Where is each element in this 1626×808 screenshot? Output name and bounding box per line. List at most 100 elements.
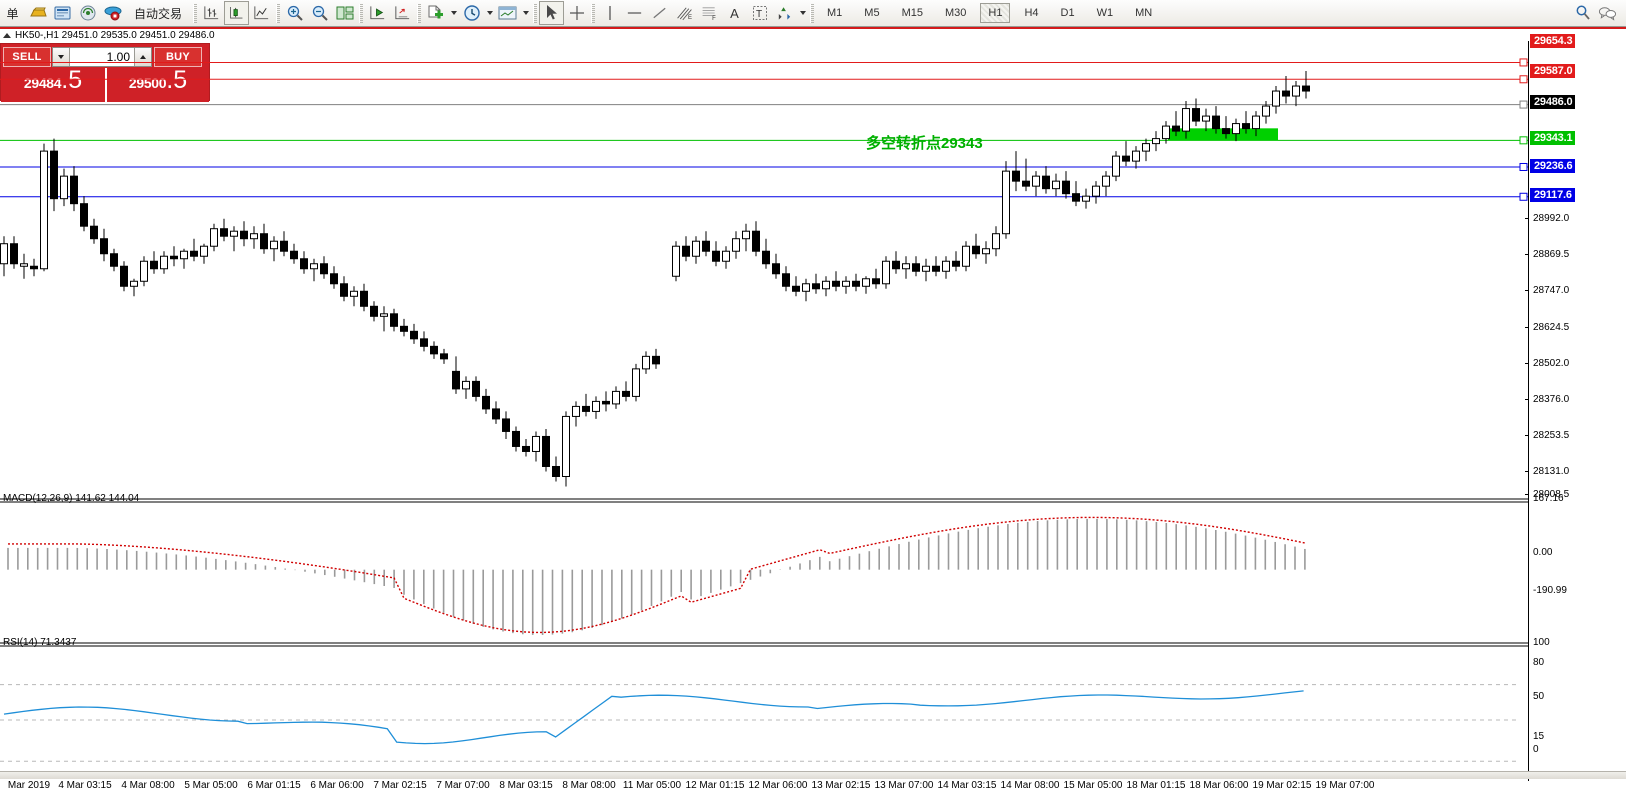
price-level-box[interactable]: 29343.1 xyxy=(1530,131,1576,145)
toolbar-separator xyxy=(415,3,423,23)
price-tick-label: 28008.5 xyxy=(1533,489,1570,500)
price-tick-label: 28376.0 xyxy=(1533,394,1570,405)
chart-plot-area[interactable]: 多空转折点29343 xyxy=(0,41,1528,781)
time-tick-label: 19 Mar 07:00 xyxy=(1315,780,1375,791)
timeframe-label: MN xyxy=(1135,7,1153,19)
time-scale[interactable]: Mar 2019 4 Mar 03:15 4 Mar 08:00 5 Mar 05:0… xyxy=(0,774,1528,808)
toolbar-separator xyxy=(357,3,365,23)
tab-w1[interactable]: W1 xyxy=(1086,1,1125,25)
timeframe-label: M15 xyxy=(901,7,923,19)
zoom-out-icon[interactable] xyxy=(307,1,332,25)
auto-scroll-icon[interactable] xyxy=(390,1,415,25)
candlestick-chart-icon[interactable] xyxy=(224,1,250,25)
indicator-scale-label: 100 xyxy=(1533,637,1550,648)
price-level-box[interactable]: 29654.3 xyxy=(1530,34,1576,48)
time-tick-label: 5 Mar 05:00 xyxy=(184,780,238,791)
template-dropdown-caret[interactable] xyxy=(520,11,531,15)
tab-d1[interactable]: D1 xyxy=(1050,1,1086,25)
price-level-box[interactable]: 29486.0 xyxy=(1530,95,1576,109)
shapes-dropdown-caret[interactable] xyxy=(797,11,808,15)
tab-m30[interactable]: M30 xyxy=(934,1,977,25)
vertical-line-icon[interactable] xyxy=(597,1,622,25)
rsi-panel-title: RSI(14) 71.3437 xyxy=(3,637,77,648)
trend-line-icon[interactable] xyxy=(647,1,672,25)
new-chart-icon[interactable] xyxy=(423,1,448,25)
time-tick-label: 13 Mar 02:15 xyxy=(811,780,871,791)
crosshair-icon[interactable] xyxy=(564,1,589,25)
zoom-in-icon[interactable] xyxy=(282,1,307,25)
chart-window[interactable]: HK50-,H1 29451.0 29535.0 29451.0 29486.0… xyxy=(0,27,1626,808)
price-level-box[interactable]: 29236.6 xyxy=(1530,159,1576,173)
price-level-box[interactable]: 29587.0 xyxy=(1530,64,1576,78)
svg-text:E: E xyxy=(688,15,692,21)
tab-mn[interactable]: MN xyxy=(1124,1,1163,25)
equidistant-channel-icon[interactable]: E xyxy=(672,1,697,25)
time-tick-label: 6 Mar 06:00 xyxy=(310,780,364,791)
market-icon[interactable] xyxy=(100,1,125,25)
horizontal-line-icon[interactable] xyxy=(622,1,647,25)
tab-h4[interactable]: H4 xyxy=(1013,1,1049,25)
autotrade-button[interactable]: 自动交易 xyxy=(125,1,191,25)
time-tick-label: 14 Mar 03:15 xyxy=(937,780,997,791)
price-tick xyxy=(1525,435,1529,436)
chart-header: HK50-,H1 29451.0 29535.0 29451.0 29486.0 xyxy=(0,29,1626,41)
timeframe-label: D1 xyxy=(1060,7,1075,19)
line-chart-icon[interactable] xyxy=(249,1,274,25)
tab-m15[interactable]: M15 xyxy=(891,1,934,25)
gold-bar-icon[interactable] xyxy=(25,1,50,25)
new-order-icon[interactable]: 单 xyxy=(6,6,19,21)
time-tick-label: 4 Mar 03:15 xyxy=(58,780,112,791)
toolbar-separator xyxy=(589,3,597,23)
text-label-tool-icon[interactable]: T xyxy=(747,1,772,25)
template-icon[interactable] xyxy=(495,1,520,25)
volume-decrement-button[interactable] xyxy=(53,48,70,66)
fibonacci-icon[interactable]: F xyxy=(697,1,722,25)
time-tick-label: 18 Mar 06:00 xyxy=(1189,780,1249,791)
chart-annotation-text[interactable]: 多空转折点29343 xyxy=(866,135,983,152)
time-tick-label: Mar 2019 xyxy=(7,780,51,791)
timeframe-label: H1 xyxy=(980,3,1011,23)
toolbar-separator xyxy=(531,3,539,23)
arrows-shapes-icon[interactable] xyxy=(772,1,797,25)
indicator-scale-label: 80 xyxy=(1533,657,1545,668)
timeframe-label: M1 xyxy=(827,7,843,19)
text-tool-icon[interactable]: A xyxy=(722,1,747,25)
new-chart-dropdown-caret[interactable] xyxy=(448,11,459,15)
time-tick-label: 18 Mar 01:15 xyxy=(1126,780,1186,791)
price-tick xyxy=(1525,363,1529,364)
main-toolbar: 单 自动交易 xyxy=(0,0,1626,27)
cursor-icon[interactable] xyxy=(539,1,565,25)
tab-m5[interactable]: M5 xyxy=(853,1,890,25)
period-dropdown-caret[interactable] xyxy=(484,11,495,15)
price-tick-label: 28253.5 xyxy=(1533,430,1570,441)
chat-icon[interactable] xyxy=(1595,1,1620,25)
time-tick-label: 6 Mar 01:15 xyxy=(247,780,301,791)
signal-icon[interactable] xyxy=(75,1,100,25)
period-clock-icon[interactable] xyxy=(459,1,484,25)
price-scale[interactable]: 28992.0 28869.5 28747.0 28624.5 28502.0 28376… xyxy=(1525,34,1626,781)
volume-increment-button[interactable] xyxy=(134,48,151,66)
bar-chart-icon[interactable] xyxy=(199,1,224,25)
tab-h1[interactable]: H1 xyxy=(977,1,1013,25)
search-icon[interactable] xyxy=(1570,1,1595,25)
restore-triangle-icon[interactable] xyxy=(3,32,11,38)
terminal-icon[interactable] xyxy=(50,1,75,25)
chart-shift-icon[interactable] xyxy=(365,1,390,25)
timeframe-label: M5 xyxy=(864,7,880,19)
timeframe-label: M30 xyxy=(944,7,967,19)
price-tick xyxy=(1525,494,1529,495)
svg-text:T: T xyxy=(756,9,762,20)
price-level-box[interactable]: 29117.6 xyxy=(1530,188,1575,202)
text-tool-label: A xyxy=(730,5,739,21)
price-tick xyxy=(1525,327,1529,328)
price-tick xyxy=(1525,471,1529,472)
price-tick-label: 28502.0 xyxy=(1533,358,1570,369)
price-tick-label: 28747.0 xyxy=(1533,285,1570,296)
indicator-scale-label: 167.16 xyxy=(1533,493,1564,504)
timeframe-label: H4 xyxy=(1024,7,1039,19)
macd-panel-title: MACD(12,26,9) 141.62 144.04 xyxy=(3,493,140,504)
toolbar-separator xyxy=(191,3,199,23)
tab-m1[interactable]: M1 xyxy=(816,1,853,25)
volume-value[interactable]: 1.00 xyxy=(106,50,130,64)
tile-windows-icon[interactable] xyxy=(332,1,357,25)
